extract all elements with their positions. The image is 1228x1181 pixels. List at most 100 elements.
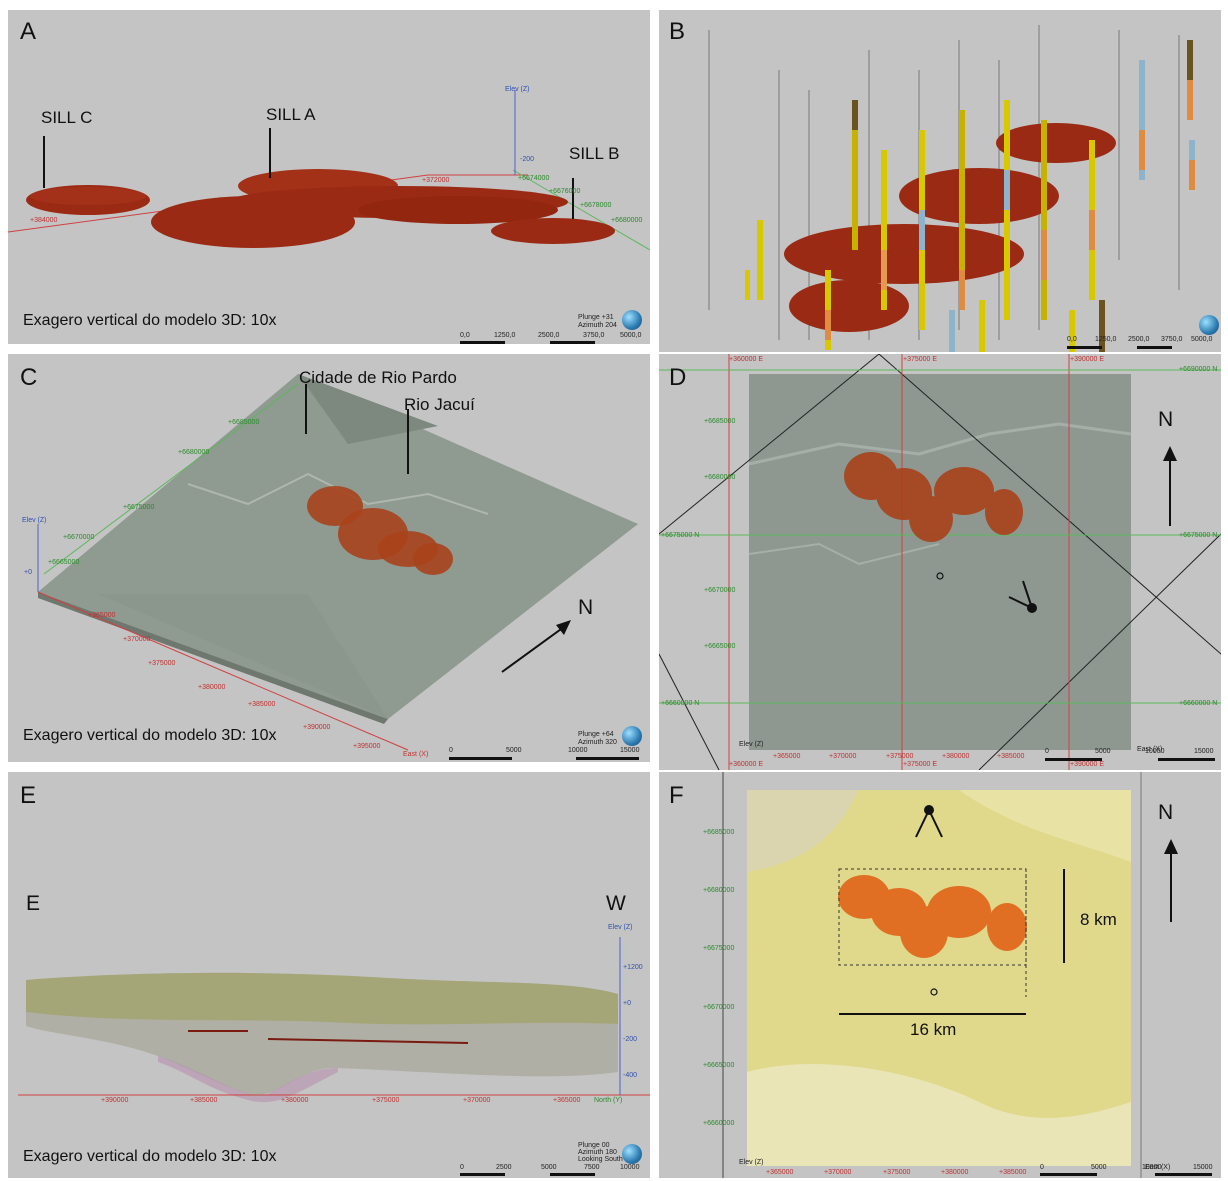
- scale-tick: 10000: [620, 1164, 640, 1171]
- axis-elev-tick: -200: [520, 156, 535, 163]
- scale-tick: 1250,0: [1095, 336, 1117, 343]
- axis-x-tick: +370000: [463, 1097, 491, 1104]
- north-globe-icon: [622, 310, 642, 330]
- scale-tick: 0,0: [1067, 336, 1077, 343]
- scale-bar: [1067, 346, 1207, 349]
- axis-z-tick: +0: [623, 1000, 631, 1007]
- scale-tick: 3750,0: [583, 332, 605, 339]
- axis-y-tick: +6678000: [580, 202, 612, 209]
- scale-tick: 0: [1040, 1164, 1044, 1171]
- axis-x-tick: +384000: [30, 217, 58, 224]
- panel-c: C Cidade de Rio Pardo Rio Jacuí N Elev (…: [8, 354, 650, 762]
- panel-e-scene: [18, 937, 650, 1103]
- axis-x-tick: +390000: [101, 1097, 129, 1104]
- orientation-looking: Looking South: [578, 1156, 623, 1163]
- axis-x-tick: +395000: [353, 743, 381, 750]
- scale-tick: 0,0: [460, 332, 470, 339]
- scale-tick: 10000: [1142, 1164, 1162, 1171]
- scale-tick: 5000: [506, 747, 522, 754]
- scale-tick: 2500: [496, 1164, 512, 1171]
- panel-f: F N 8 km 16 km +6685000 +6680000 +667500…: [659, 772, 1221, 1178]
- orientation-plunge: Plunge +64: [578, 731, 614, 738]
- axis-right-y: +6660000 N: [1179, 700, 1218, 707]
- panel-b: B 0,0 1250,0 2500,0 3750,0 5000,0: [659, 10, 1221, 352]
- axis-x-tick: +370000: [829, 753, 857, 760]
- axis-y-tick: +6670000: [703, 1004, 735, 1011]
- axis-x-tick: +385000: [997, 753, 1025, 760]
- label-sill-b: SILL B: [569, 144, 620, 163]
- scale-tick: 0: [449, 747, 453, 754]
- panel-d: D N +360000 E +375000 E +390000 E +36000…: [659, 354, 1221, 770]
- north-arrow-label: N: [578, 596, 594, 619]
- vertical-exaggeration-caption: Exagero vertical do modelo 3D: 10x: [23, 312, 277, 329]
- scale-tick: 2500,0: [1128, 336, 1150, 343]
- axis-left-y: +6675000 N: [661, 532, 700, 539]
- scale-tick: 2500,0: [538, 332, 560, 339]
- panel-d-tag: D: [669, 364, 687, 391]
- axis-y-tick: +6680000: [703, 887, 735, 894]
- orientation-azimuth: Azimuth 180: [578, 1149, 617, 1156]
- axis-y-tick: +6680000: [178, 449, 210, 456]
- axis-x-tick: +380000: [281, 1097, 309, 1104]
- axis-y-tick: +6680000: [611, 217, 643, 224]
- axis-x-tick: +380000: [942, 753, 970, 760]
- panel-f-scene: [722, 772, 1178, 1178]
- axis-left-y: +6660000 N: [661, 700, 700, 707]
- axis-north-label: North (Y): [594, 1097, 623, 1104]
- axis-x-tick: +370000: [824, 1169, 852, 1176]
- vertical-exaggeration-caption: Exagero vertical do modelo 3D: 10x: [23, 1148, 277, 1165]
- scale-tick: 5000: [1095, 748, 1111, 755]
- orientation-azimuth: Azimuth 320: [578, 739, 617, 746]
- scale-tick: 15000: [620, 747, 640, 754]
- axis-x-tick: +380000: [941, 1169, 969, 1176]
- panel-c-tag: C: [20, 364, 38, 391]
- axis-elev-label: Elev (Z): [608, 924, 633, 931]
- axis-elev-tick: +0: [24, 569, 32, 576]
- scale-tick: 15000: [1194, 748, 1214, 755]
- scale-tick: 5000,0: [1191, 336, 1213, 343]
- axis-left-y: +6685000: [704, 418, 736, 425]
- axis-y-tick: +6660000: [703, 1120, 735, 1127]
- north-arrow-label: N: [1158, 408, 1174, 431]
- scale-tick: 0: [1045, 748, 1049, 755]
- scale-tick: 5000: [1091, 1164, 1107, 1171]
- orientation-plunge: Plunge 00: [578, 1142, 610, 1149]
- axis-top-x: +375000 E: [903, 356, 938, 363]
- axis-x-tick: +385000: [999, 1169, 1027, 1176]
- scale-tick: 7500: [584, 1164, 600, 1171]
- axis-bottom-x: +375000 E: [903, 761, 938, 768]
- label-river: Rio Jacuí: [404, 395, 475, 414]
- panel-f-tag: F: [669, 782, 684, 809]
- axis-left-y: +6665000: [704, 643, 736, 650]
- scale-bar: [460, 1173, 640, 1176]
- label-west: W: [606, 892, 626, 915]
- panel-b-scene: [708, 25, 1195, 352]
- axis-x-tick: +375000: [883, 1169, 911, 1176]
- axis-y-tick: +6665000: [48, 559, 80, 566]
- dimension-horizontal-label: 16 km: [910, 1020, 957, 1039]
- scale-tick: 15000: [1193, 1164, 1213, 1171]
- axis-x-tick: +365000: [553, 1097, 581, 1104]
- axis-y-tick: +6685000: [228, 419, 260, 426]
- axis-elev-label: Elev (Z): [739, 1159, 764, 1166]
- axis-left-y: +6670000: [704, 587, 736, 594]
- scale-bar: [1045, 758, 1215, 761]
- axis-left-y: +6680000: [704, 474, 736, 481]
- axis-y-tick: +6670000: [63, 534, 95, 541]
- axis-z-tick: -200: [623, 1036, 638, 1043]
- axis-x-tick: +375000: [886, 753, 914, 760]
- scale-tick: 10000: [1145, 748, 1165, 755]
- axis-x-tick: +375000: [372, 1097, 400, 1104]
- label-sill-c: SILL C: [41, 108, 93, 127]
- axis-y-tick: +6675000: [123, 504, 155, 511]
- axis-elev-label: Elev (Z): [22, 517, 47, 524]
- label-city: Cidade de Rio Pardo: [299, 368, 457, 387]
- axis-x-tick: +385000: [190, 1097, 218, 1104]
- axis-bottom-x: +360000 E: [729, 761, 764, 768]
- axis-y-tick: +6665000: [703, 1062, 735, 1069]
- axis-x-tick: +390000: [303, 724, 331, 731]
- axis-x-tick: +372000: [422, 177, 450, 184]
- axis-z-tick: +1200: [623, 964, 643, 971]
- panel-a-tag: A: [20, 18, 37, 45]
- orientation-plunge: Plunge +31: [578, 314, 614, 321]
